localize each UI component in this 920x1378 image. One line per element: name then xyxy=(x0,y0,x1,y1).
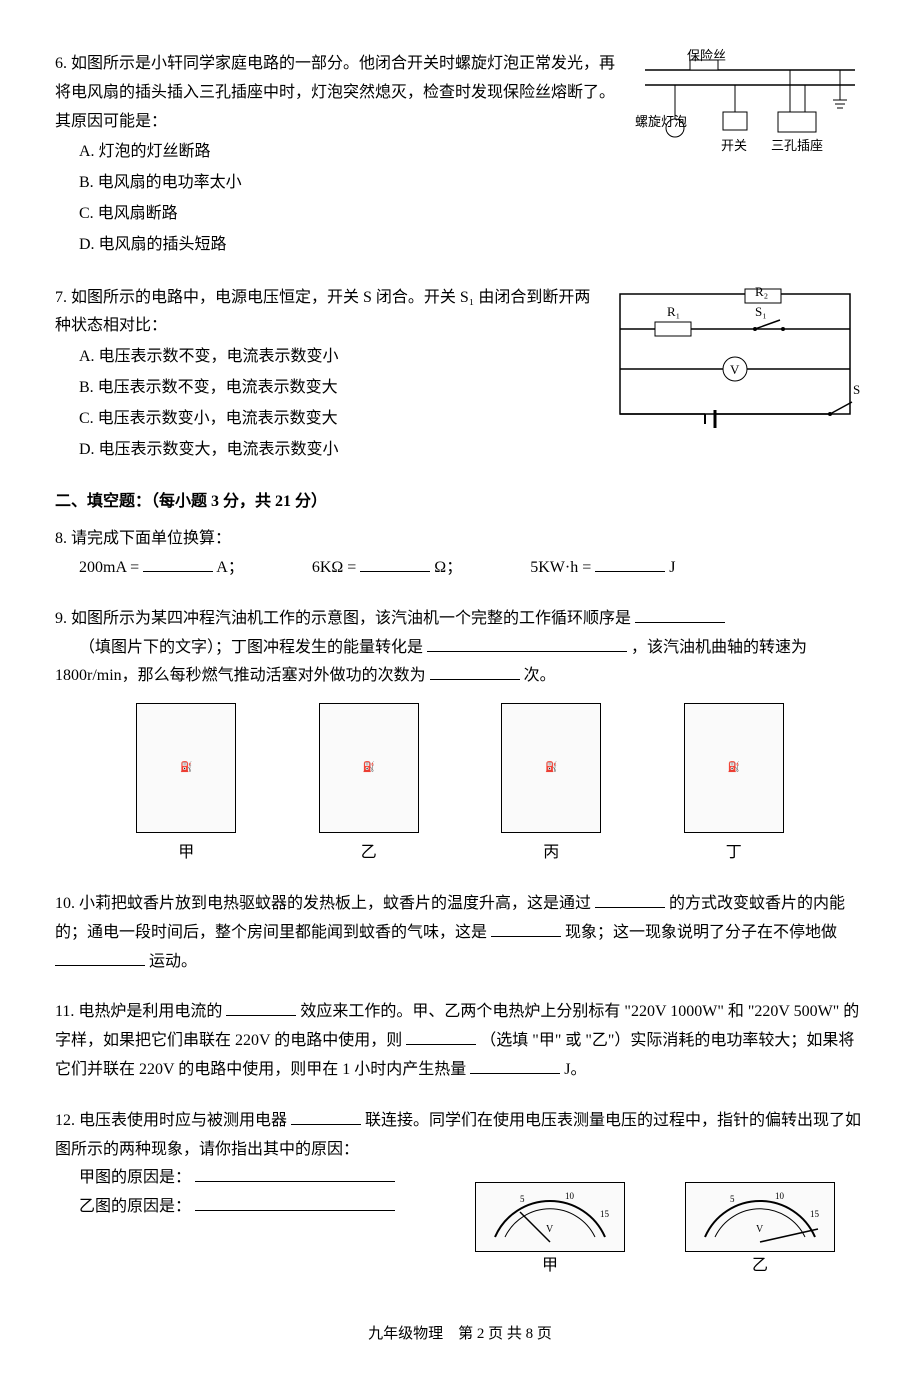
svg-text:5: 5 xyxy=(520,1194,525,1204)
q6-fuse-label: 保险丝 xyxy=(687,44,726,67)
q9-fig-ding: ⛽ xyxy=(684,703,784,833)
q12-meter-jia-fig: V 5 10 15 xyxy=(475,1182,625,1252)
svg-text:15: 15 xyxy=(600,1209,610,1219)
q8-blank-2 xyxy=(360,554,430,572)
q6-figure: 保险丝 螺旋灯泡 开关 三孔插座 xyxy=(635,50,865,160)
svg-text:V: V xyxy=(756,1224,764,1235)
question-11: 11. 电热炉是利用电流的 效应来工作的。甲、乙两个电热炉上分别标有 "220V… xyxy=(55,998,865,1084)
q8-number: 8. xyxy=(55,530,67,547)
q8-text: 请完成下面单位换算： xyxy=(71,530,231,547)
q7-option-c: C. 电压表示数变小，电流表示数变大 xyxy=(79,405,593,434)
q10-number: 10. xyxy=(55,895,75,912)
q11-text1: 电热炉是利用电流的 xyxy=(78,1003,222,1020)
q6-option-a: A. 灯泡的灯丝断路 xyxy=(79,138,623,167)
q12-yi-label: 乙图的原因是： xyxy=(79,1198,191,1215)
q6-options: A. 灯泡的灯丝断路 B. 电风扇的电功率太小 C. 电风扇断路 D. 电风扇的… xyxy=(55,138,623,259)
question-9: 9. 如图所示为某四冲程汽油机工作的示意图，该汽油机一个完整的工作循环顺序是 （… xyxy=(55,605,865,868)
q9-blank-2 xyxy=(427,634,627,652)
q10-blank-1 xyxy=(595,890,665,908)
svg-text:15: 15 xyxy=(810,1209,820,1219)
q12-text1: 电压表使用时应与被测用电器 xyxy=(79,1112,287,1129)
q7-figure: R₁ R₂ S₁ V S xyxy=(605,284,865,434)
q6-text: 如图所示是小轩同学家庭电路的一部分。他闭合开关时螺旋灯泡正常发光，再将电风扇的插… xyxy=(55,55,615,130)
q9-fig-bing: ⛽ xyxy=(501,703,601,833)
q11-blank-1 xyxy=(226,999,296,1017)
q7-option-d: D. 电压表示数变大，电流表示数变小 xyxy=(79,436,593,465)
q6-option-d: D. 电风扇的插头短路 xyxy=(79,231,623,260)
q9-label-ding: 丁 xyxy=(726,844,742,861)
q10-blank-3 xyxy=(55,948,145,966)
q9-blank-3 xyxy=(430,663,520,681)
q11-text4: J。 xyxy=(564,1061,586,1078)
q8-part2-pre: 6KΩ = xyxy=(312,559,356,576)
section-2-title: 二、填空题：（每小题 3 分，共 21 分） xyxy=(55,488,865,517)
q6-bulb-label: 螺旋灯泡 xyxy=(635,110,687,133)
q6-option-c: C. 电风扇断路 xyxy=(79,200,623,229)
q9-blank-1 xyxy=(635,605,725,623)
q8-part3-pre: 5KW·h = xyxy=(530,559,591,576)
q10-text3: 现象；这一现象说明了分子在不停地做 xyxy=(565,924,837,941)
q8-part2-unit: Ω； xyxy=(434,559,462,576)
q7-option-a: A. 电压表示数不变，电流表示数变小 xyxy=(79,343,593,372)
q9-number: 9. xyxy=(55,610,67,627)
q6-socket-label: 三孔插座 xyxy=(771,134,823,157)
q12-meter-yi-fig: V 5 10 15 xyxy=(685,1182,835,1252)
svg-text:10: 10 xyxy=(565,1191,575,1201)
q10-text4: 运动。 xyxy=(149,953,197,970)
q7-r1-label: R₁ xyxy=(667,304,680,319)
q9-fig-jia: ⛽ xyxy=(136,703,236,833)
q11-number: 11. xyxy=(55,1003,74,1020)
q11-blank-2 xyxy=(406,1028,476,1046)
q9-text4: 次。 xyxy=(524,667,556,684)
q12-jia-label: 甲图的原因是： xyxy=(79,1169,191,1186)
question-10: 10. 小莉把蚊香片放到电热驱蚊器的发热板上，蚊香片的温度升高，这是通过 的方式… xyxy=(55,890,865,976)
q12-blank-yi xyxy=(195,1194,395,1212)
q9-fig-yi: ⛽ xyxy=(319,703,419,833)
q7-number: 7. xyxy=(55,289,67,306)
page-footer: 九年级物理 第 2 页 共 8 页 xyxy=(55,1321,865,1348)
q6-number: 6. xyxy=(55,55,67,72)
q9-figure-row: ⛽ 甲 ⛽ 乙 ⛽ 丙 ⛽ 丁 xyxy=(95,703,825,868)
svg-text:5: 5 xyxy=(730,1194,735,1204)
q9-label-jia: 甲 xyxy=(178,844,194,861)
q12-meter-jia-label: 甲 xyxy=(542,1257,558,1274)
q7-option-b: B. 电压表示数不变，电流表示数变大 xyxy=(79,374,593,403)
q10-text1: 小莉把蚊香片放到电热驱蚊器的发热板上，蚊香片的温度升高，这是通过 xyxy=(79,895,591,912)
q10-blank-2 xyxy=(491,919,561,937)
q8-part1-pre: 200mA = xyxy=(79,559,139,576)
q6-switch-label: 开关 xyxy=(721,134,747,157)
q8-blank-1 xyxy=(143,554,213,572)
svg-text:10: 10 xyxy=(775,1191,785,1201)
q11-blank-3 xyxy=(470,1056,560,1074)
question-12: 12. 电压表使用时应与被测用电器 联连接。同学们在使用电压表测量电压的过程中，… xyxy=(55,1107,865,1281)
q7-options: A. 电压表示数不变，电流表示数变小 B. 电压表示数不变，电流表示数变大 C.… xyxy=(55,343,593,464)
q9-label-bing: 丙 xyxy=(543,844,559,861)
q9-text1: 如图所示为某四冲程汽油机工作的示意图，该汽油机一个完整的工作循环顺序是 xyxy=(71,610,631,627)
q9-label-yi: 乙 xyxy=(361,844,377,861)
q8-part3-unit: J xyxy=(669,559,675,576)
q7-s-label: S xyxy=(853,382,860,397)
question-6: 6. 如图所示是小轩同学家庭电路的一部分。他闭合开关时螺旋灯泡正常发光，再将电风… xyxy=(55,50,865,262)
q6-option-b: B. 电风扇的电功率太小 xyxy=(79,169,623,198)
q12-meter-yi-label: 乙 xyxy=(752,1257,768,1274)
q7-r2-label: R₂ xyxy=(755,284,768,299)
q12-blank-jia xyxy=(195,1165,395,1183)
svg-text:V: V xyxy=(546,1224,554,1235)
q8-part1-unit: A； xyxy=(216,559,244,576)
q8-blank-3 xyxy=(595,554,665,572)
q12-number: 12. xyxy=(55,1112,75,1129)
q9-text2: （填图片下的文字）；丁图冲程发生的能量转化是 xyxy=(55,639,423,656)
question-8: 8. 请完成下面单位换算： 200mA = A； 6KΩ = Ω； 5KW·h … xyxy=(55,525,865,583)
question-7: 7. 如图所示的电路中，电源电压恒定，开关 S 闭合。开关 S₁ 由闭合到断开两… xyxy=(55,284,865,467)
q12-blank-1 xyxy=(291,1107,361,1125)
q7-v-label: V xyxy=(730,362,740,377)
q7-text: 如图所示的电路中，电源电压恒定，开关 S 闭合。开关 S₁ 由闭合到断开两种状态… xyxy=(55,289,590,335)
q7-s1-label: S₁ xyxy=(755,304,767,319)
